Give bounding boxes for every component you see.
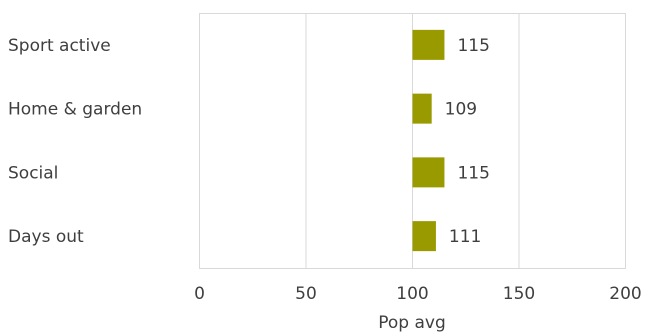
category-label: Home & garden <box>8 100 142 120</box>
category-label: Days out <box>8 227 84 247</box>
bar <box>412 93 432 124</box>
bar-value-label: 111 <box>449 227 481 247</box>
x-tick-label: 0 <box>194 284 205 304</box>
plot-frame <box>199 13 626 269</box>
bar-value-label: 115 <box>457 163 489 183</box>
category-label: Sport active <box>8 36 111 56</box>
bars: 115 109 115 111 <box>412 29 490 252</box>
x-axis-title: Pop avg <box>378 313 446 332</box>
x-tick-label: 100 <box>396 284 428 304</box>
category-label: Social <box>8 163 58 183</box>
x-tick-label: 50 <box>295 284 317 304</box>
category-labels: Sport active Home & garden Social Days out <box>8 36 142 247</box>
bar-value-label: 109 <box>445 100 477 120</box>
bar <box>412 221 436 252</box>
x-tick-label: 200 <box>609 284 641 304</box>
bar <box>412 29 445 60</box>
x-tick-labels: 0 50 100 150 200 <box>194 284 642 304</box>
bar-value-label: 115 <box>457 36 489 56</box>
x-tick-label: 150 <box>503 284 535 304</box>
bar <box>412 157 445 188</box>
